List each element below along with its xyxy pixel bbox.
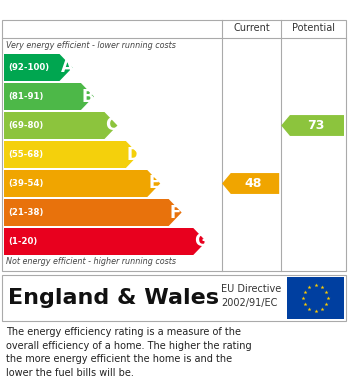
Text: (69-80): (69-80) bbox=[8, 121, 43, 130]
Text: A: A bbox=[61, 59, 73, 77]
Text: (21-38): (21-38) bbox=[8, 208, 44, 217]
Polygon shape bbox=[222, 173, 279, 194]
Text: D: D bbox=[127, 145, 141, 163]
Text: Potential: Potential bbox=[292, 23, 335, 33]
Text: G: G bbox=[194, 233, 208, 251]
Text: Energy Efficiency Rating: Energy Efficiency Rating bbox=[8, 2, 218, 16]
Polygon shape bbox=[281, 115, 344, 136]
Text: Not energy efficient - higher running costs: Not energy efficient - higher running co… bbox=[6, 258, 176, 267]
Polygon shape bbox=[4, 83, 94, 110]
Polygon shape bbox=[4, 199, 182, 226]
Polygon shape bbox=[4, 141, 139, 168]
Text: (92-100): (92-100) bbox=[8, 63, 49, 72]
Text: (39-54): (39-54) bbox=[8, 179, 44, 188]
Text: C: C bbox=[105, 117, 118, 135]
Text: 48: 48 bbox=[245, 177, 262, 190]
Text: F: F bbox=[170, 203, 181, 221]
Polygon shape bbox=[4, 170, 160, 197]
Text: E: E bbox=[148, 174, 160, 192]
Text: (1-20): (1-20) bbox=[8, 237, 37, 246]
Text: The energy efficiency rating is a measure of the
overall efficiency of a home. T: The energy efficiency rating is a measur… bbox=[6, 327, 252, 378]
Text: (55-68): (55-68) bbox=[8, 150, 43, 159]
Polygon shape bbox=[4, 54, 72, 81]
Text: B: B bbox=[82, 88, 95, 106]
Bar bbox=[287, 277, 344, 319]
Text: EU Directive
2002/91/EC: EU Directive 2002/91/EC bbox=[221, 284, 281, 308]
Text: 73: 73 bbox=[307, 119, 324, 132]
Text: England & Wales: England & Wales bbox=[8, 288, 219, 308]
Text: (81-91): (81-91) bbox=[8, 92, 44, 101]
Text: Very energy efficient - lower running costs: Very energy efficient - lower running co… bbox=[6, 41, 176, 50]
Text: Current: Current bbox=[233, 23, 270, 33]
Polygon shape bbox=[4, 112, 117, 139]
Polygon shape bbox=[4, 228, 206, 255]
